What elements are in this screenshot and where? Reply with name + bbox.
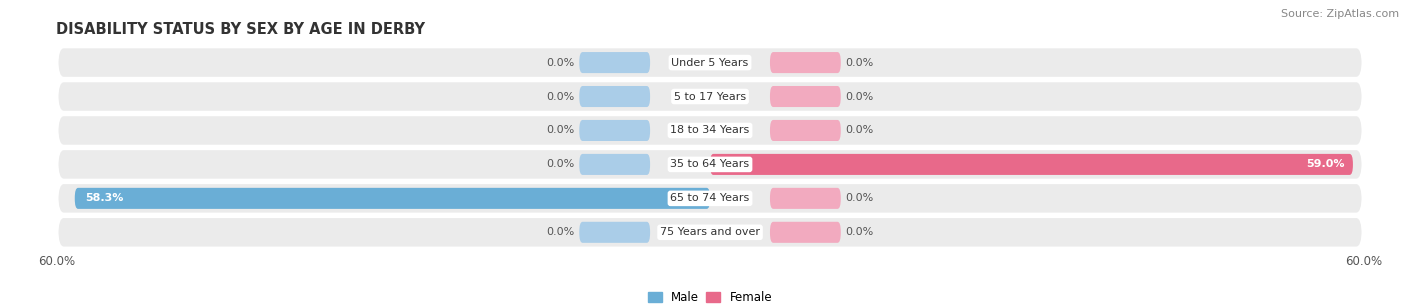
- Text: 0.0%: 0.0%: [845, 193, 873, 203]
- Text: Source: ZipAtlas.com: Source: ZipAtlas.com: [1281, 9, 1399, 19]
- FancyBboxPatch shape: [59, 218, 1361, 247]
- Text: 58.3%: 58.3%: [86, 193, 124, 203]
- FancyBboxPatch shape: [770, 52, 841, 73]
- Text: Under 5 Years: Under 5 Years: [672, 57, 748, 67]
- Text: 0.0%: 0.0%: [845, 57, 873, 67]
- Text: 65 to 74 Years: 65 to 74 Years: [671, 193, 749, 203]
- Text: 0.0%: 0.0%: [547, 227, 575, 237]
- FancyBboxPatch shape: [770, 86, 841, 107]
- FancyBboxPatch shape: [770, 120, 841, 141]
- FancyBboxPatch shape: [75, 188, 710, 209]
- Text: 0.0%: 0.0%: [845, 126, 873, 136]
- FancyBboxPatch shape: [59, 150, 1361, 179]
- Text: 0.0%: 0.0%: [547, 126, 575, 136]
- FancyBboxPatch shape: [579, 222, 650, 243]
- FancyBboxPatch shape: [770, 188, 841, 209]
- Text: 75 Years and over: 75 Years and over: [659, 227, 761, 237]
- Text: 0.0%: 0.0%: [547, 159, 575, 169]
- FancyBboxPatch shape: [579, 120, 650, 141]
- Text: 0.0%: 0.0%: [845, 227, 873, 237]
- FancyBboxPatch shape: [579, 86, 650, 107]
- FancyBboxPatch shape: [59, 48, 1361, 77]
- Legend: Male, Female: Male, Female: [643, 286, 778, 304]
- FancyBboxPatch shape: [59, 82, 1361, 111]
- Text: 0.0%: 0.0%: [547, 92, 575, 102]
- FancyBboxPatch shape: [579, 52, 650, 73]
- Text: 5 to 17 Years: 5 to 17 Years: [673, 92, 747, 102]
- Text: 18 to 34 Years: 18 to 34 Years: [671, 126, 749, 136]
- FancyBboxPatch shape: [59, 116, 1361, 145]
- Text: 35 to 64 Years: 35 to 64 Years: [671, 159, 749, 169]
- Text: 0.0%: 0.0%: [845, 92, 873, 102]
- FancyBboxPatch shape: [770, 222, 841, 243]
- Text: DISABILITY STATUS BY SEX BY AGE IN DERBY: DISABILITY STATUS BY SEX BY AGE IN DERBY: [56, 22, 425, 37]
- FancyBboxPatch shape: [710, 154, 1353, 175]
- FancyBboxPatch shape: [579, 154, 650, 175]
- FancyBboxPatch shape: [59, 184, 1361, 212]
- Text: 59.0%: 59.0%: [1306, 159, 1344, 169]
- Text: 0.0%: 0.0%: [547, 57, 575, 67]
